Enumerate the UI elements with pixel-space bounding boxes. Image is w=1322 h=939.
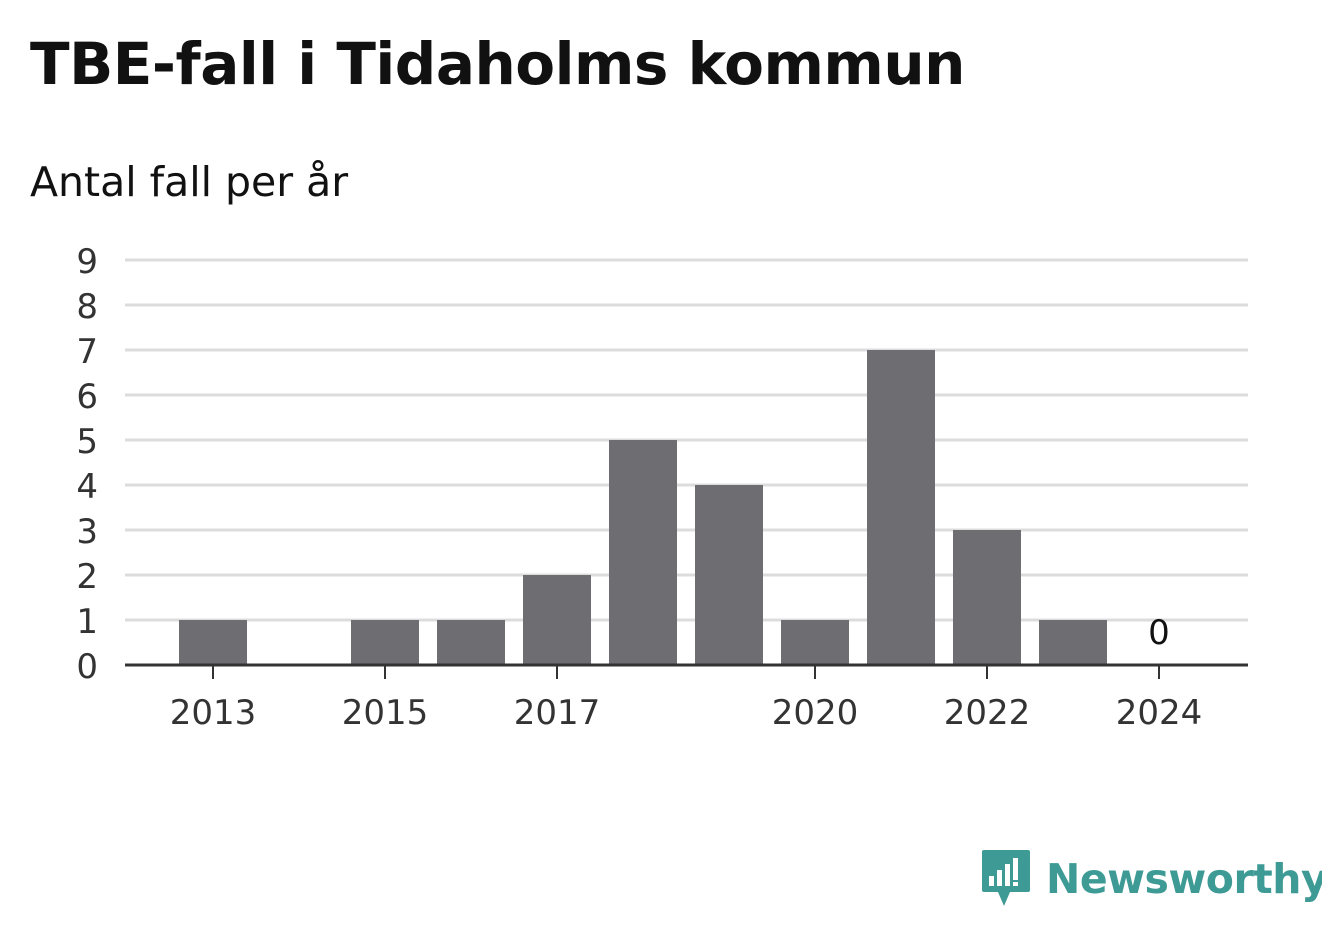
y-tick-label: 1	[76, 602, 98, 642]
y-tick-label: 7	[76, 332, 98, 372]
chart-title: TBE-fall i Tidaholms kommun	[30, 30, 965, 98]
y-tick-label: 5	[76, 422, 98, 462]
y-tick-label: 4	[76, 467, 98, 507]
bar-2021	[867, 350, 935, 665]
bar-2020	[781, 620, 849, 665]
y-tick-label: 3	[76, 512, 98, 552]
y-tick-label: 8	[76, 287, 98, 327]
x-tick-label: 2013	[170, 693, 257, 733]
bar-2013	[179, 620, 247, 665]
bar-2018	[609, 440, 677, 665]
labels: 0 1 2 3 4 5 6 7 8 9 2013 2015 2017 2020 2022 2024 0	[76, 242, 1202, 733]
x-tick-label: 2024	[1116, 693, 1203, 733]
y-tick-label: 2	[76, 557, 98, 597]
y-tick-label: 6	[76, 377, 98, 417]
x-tick-label: 2017	[514, 693, 601, 733]
x-tick-label: 2020	[772, 693, 859, 733]
brand-name: Newsworthy	[1046, 855, 1322, 903]
bar-2022	[953, 530, 1021, 665]
bar-2019	[695, 485, 763, 665]
grid-lines	[125, 258, 1248, 622]
bar-2016	[437, 620, 505, 665]
bar-chart-bubble-icon	[982, 850, 1030, 906]
bars	[179, 350, 1107, 665]
data-label-2024: 0	[1148, 613, 1170, 653]
brand-logo: Newsworthy	[980, 848, 1322, 910]
x-tick-label: 2015	[342, 693, 429, 733]
y-tick-label: 0	[76, 647, 98, 687]
chart-subtitle: Antal fall per år	[30, 158, 349, 206]
bar-2017	[523, 575, 591, 665]
y-tick-label: 9	[76, 242, 98, 282]
x-tick-label: 2022	[944, 693, 1031, 733]
bar-2023	[1039, 620, 1107, 665]
bar-2015	[351, 620, 419, 665]
axes	[125, 663, 1248, 679]
